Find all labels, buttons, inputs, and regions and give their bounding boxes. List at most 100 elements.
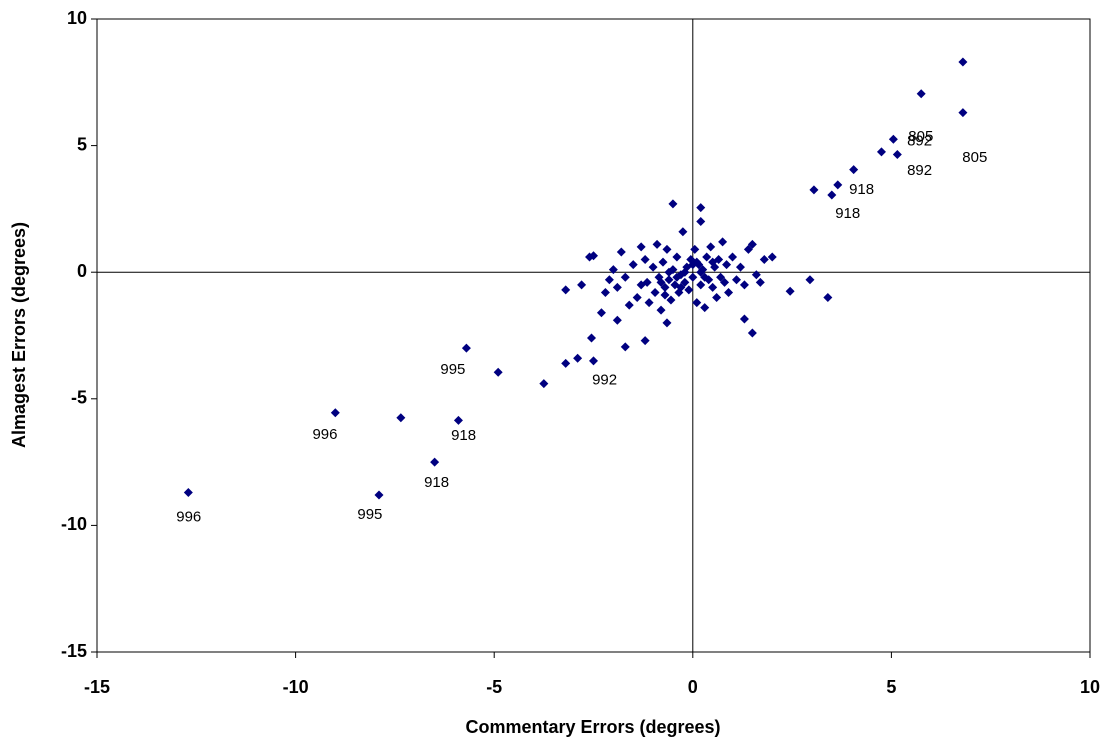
- point-label: 995: [357, 506, 382, 523]
- point: [612, 315, 622, 325]
- point-label: 918: [849, 181, 874, 198]
- point-label: 892: [907, 132, 932, 149]
- point: [652, 239, 662, 249]
- point: [809, 185, 819, 195]
- point: [696, 203, 706, 213]
- point: [892, 149, 902, 159]
- y-tick-label: 0: [77, 261, 87, 281]
- point: [747, 328, 757, 338]
- point: [823, 293, 833, 303]
- point: [722, 260, 732, 270]
- point: [767, 252, 777, 262]
- x-tick-label: 5: [886, 677, 896, 697]
- point: [958, 108, 968, 118]
- point: [716, 272, 726, 282]
- point: [589, 356, 598, 366]
- point: [785, 286, 795, 296]
- point: [680, 277, 690, 287]
- point: [672, 272, 682, 282]
- point: [374, 490, 384, 500]
- point: [660, 282, 670, 292]
- point: [735, 262, 745, 272]
- point: [888, 134, 898, 144]
- point: [668, 199, 678, 209]
- point: [849, 165, 859, 175]
- point: [708, 282, 718, 292]
- point: [680, 267, 690, 277]
- x-tick-label: 10: [1080, 677, 1100, 697]
- point: [759, 255, 769, 265]
- x-tick-label: -5: [486, 677, 502, 697]
- point-label: 805: [908, 128, 933, 145]
- point: [660, 290, 670, 300]
- point: [708, 257, 718, 267]
- point-label: 918: [451, 427, 476, 444]
- y-tick-label: -15: [61, 641, 87, 661]
- point: [430, 457, 440, 467]
- point: [183, 487, 193, 497]
- point: [720, 277, 730, 287]
- point: [662, 318, 672, 328]
- point: [589, 251, 598, 261]
- point: [624, 300, 634, 310]
- point-label: 918: [424, 474, 449, 491]
- y-axis-title: Almagest Errors (degrees): [9, 222, 29, 448]
- point: [664, 267, 674, 277]
- point: [827, 190, 837, 200]
- point-label: 892: [907, 162, 932, 179]
- point: [632, 293, 642, 303]
- point: [656, 277, 666, 287]
- point: [620, 272, 630, 282]
- point: [612, 282, 622, 292]
- point: [688, 272, 698, 282]
- point: [493, 367, 503, 377]
- point: [751, 270, 761, 280]
- point: [396, 413, 406, 423]
- point: [644, 298, 654, 308]
- point: [688, 260, 698, 270]
- plot-frame: [96, 18, 1091, 653]
- point: [587, 333, 597, 343]
- point: [600, 287, 610, 297]
- point: [706, 242, 716, 252]
- point: [876, 147, 886, 157]
- point: [743, 244, 753, 254]
- point: [696, 280, 706, 290]
- point: [958, 57, 968, 67]
- point: [648, 262, 658, 272]
- point-label: 996: [176, 508, 201, 525]
- point: [690, 244, 700, 254]
- y-tick-label: -5: [71, 388, 87, 408]
- point-label: 995: [440, 361, 465, 378]
- point: [596, 308, 606, 318]
- point: [700, 303, 710, 313]
- point: [664, 275, 674, 285]
- x-tick-label: 0: [688, 677, 698, 697]
- y-tick-label: 10: [67, 8, 87, 28]
- point: [702, 252, 712, 262]
- point: [696, 267, 706, 277]
- point: [916, 89, 926, 99]
- point: [676, 282, 686, 292]
- y-tick-label: -10: [61, 514, 87, 534]
- point: [833, 180, 843, 190]
- point: [640, 336, 650, 346]
- point: [700, 272, 710, 282]
- point: [755, 277, 765, 287]
- point: [561, 358, 571, 368]
- point: [330, 408, 340, 418]
- point-label: 996: [312, 426, 337, 443]
- point: [739, 314, 749, 324]
- point: [662, 244, 672, 254]
- point: [672, 252, 682, 262]
- x-tick-label: -15: [84, 677, 110, 697]
- point: [650, 287, 660, 297]
- point: [731, 275, 741, 285]
- point: [628, 260, 638, 270]
- point: [666, 295, 676, 305]
- point: [805, 275, 815, 285]
- point: [604, 275, 614, 285]
- point: [616, 247, 626, 257]
- x-axis-title: Commentary Errors (degrees): [465, 717, 720, 737]
